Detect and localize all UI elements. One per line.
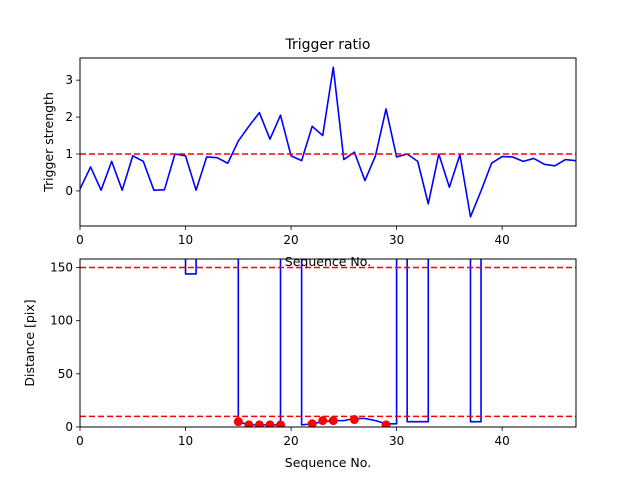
x-tick-label: 30 (389, 233, 404, 247)
y-tick-label: 150 (50, 261, 73, 275)
data-point (307, 419, 317, 427)
y-axis-label: Distance [pix] (22, 299, 37, 386)
x-axis-label: Sequence No. (285, 455, 371, 470)
x-tick-label: 40 (494, 434, 509, 448)
plot-frame (79, 57, 577, 227)
y-tick-label: 3 (65, 73, 73, 87)
y-tick-label: 1 (65, 147, 73, 161)
x-tick-label: 20 (283, 434, 298, 448)
y-axis-label: Trigger strength (41, 92, 56, 193)
x-tick-label: 0 (76, 233, 84, 247)
chart-distance: 0 10 20 30 40 0 50 100 150 Sequence No. Distance… (22, 258, 577, 470)
data-point (318, 416, 328, 426)
chart-title: Trigger ratio (284, 37, 370, 53)
x-tick-label: 40 (494, 233, 509, 247)
series-line (184, 259, 482, 426)
y-tick-label: 100 (50, 314, 73, 328)
x-tick-label: 30 (389, 434, 404, 448)
chart-trigger-ratio: Trigger ratio 0 10 20 30 40 0 1 2 3 Sequence No.… (41, 37, 577, 269)
data-point (381, 420, 391, 427)
data-point (265, 420, 275, 427)
data-point (244, 420, 254, 427)
y-tick-label: 0 (65, 184, 73, 198)
y-tick-label: 50 (58, 367, 73, 381)
x-axis-label: Sequence No. (285, 254, 371, 269)
x-tick-label: 0 (76, 434, 84, 448)
data-point (349, 415, 359, 425)
x-tick-label: 20 (283, 233, 298, 247)
x-tick-label: 10 (178, 233, 193, 247)
series-line (80, 66, 576, 218)
data-point (254, 420, 264, 427)
x-tick-label: 10 (178, 434, 193, 448)
data-point (328, 416, 338, 426)
y-tick-label: 2 (65, 110, 73, 124)
data-point (233, 417, 243, 427)
data-point (276, 420, 286, 427)
y-tick-label: 0 (65, 420, 73, 434)
plot-frame (79, 258, 577, 428)
